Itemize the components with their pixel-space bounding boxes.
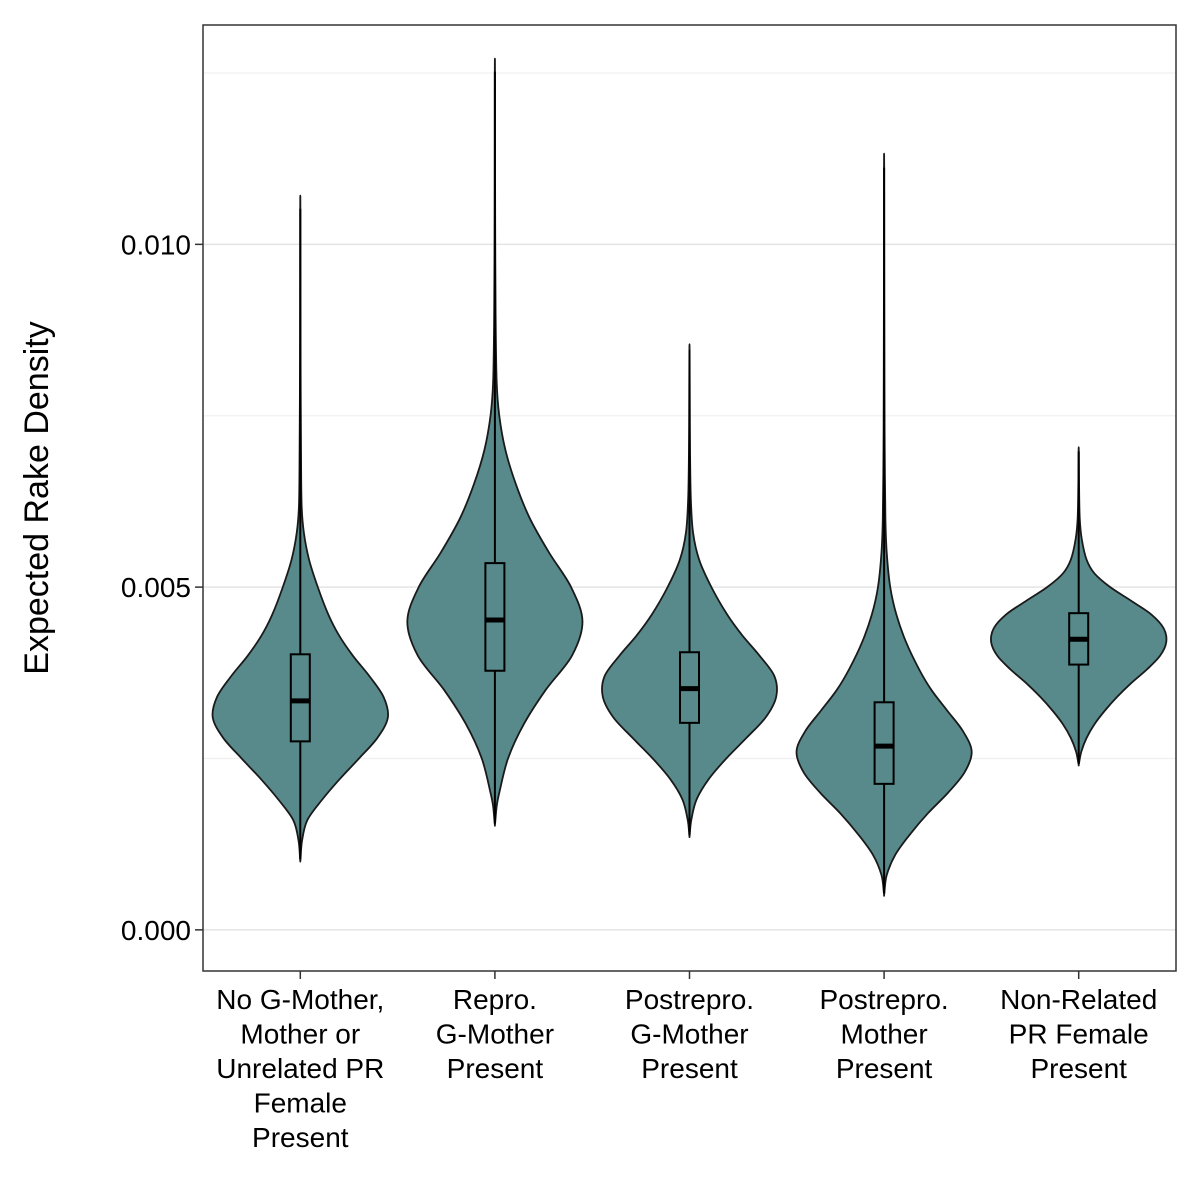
x-category-label: Non-Related PR Female Present: [1000, 984, 1157, 1084]
x-category-label-line: Postrepro.: [625, 984, 754, 1015]
x-category-label-line: G-Mother: [436, 1019, 554, 1050]
x-category-label: Repro. G-Mother Present: [436, 984, 554, 1084]
x-category-label-line: Female: [254, 1088, 347, 1119]
axes: 0.000 0.005 0.010 No G-Mother, Mother or Unre…: [121, 229, 1157, 1153]
violin-group: [795, 152, 973, 897]
x-category-label-line: Unrelated PR: [216, 1053, 384, 1084]
x-category-label-line: PR Female: [1009, 1019, 1149, 1050]
x-category-label-line: No G-Mother,: [216, 984, 384, 1015]
x-category-label: Postrepro. G-Mother Present: [625, 984, 754, 1084]
x-category-label-line: Non-Related: [1000, 984, 1157, 1015]
y-axis-title: Expected Rake Density: [18, 321, 56, 674]
box-iqr: [484, 562, 506, 672]
y-tick-label: 0.000: [121, 915, 191, 946]
x-category-label-line: Postrepro.: [820, 984, 949, 1015]
x-category-label-line: Present: [447, 1053, 544, 1084]
x-category-label-line: Present: [1030, 1053, 1127, 1084]
violin-group: [601, 343, 778, 839]
x-category-label: Postrepro. Mother Present: [820, 984, 949, 1084]
y-tick-label: 0.005: [121, 572, 191, 603]
x-category-label-line: Present: [836, 1053, 933, 1084]
box-iqr: [289, 653, 311, 743]
x-category-label-line: Repro.: [453, 984, 537, 1015]
box-iqr: [873, 701, 895, 785]
violin-group: [406, 57, 584, 827]
violin-group: [211, 194, 390, 863]
x-category-label-line: G-Mother: [630, 1019, 748, 1050]
y-tick-label: 0.010: [121, 229, 191, 260]
x-category-label-line: Present: [641, 1053, 738, 1084]
x-category-label-line: Present: [252, 1122, 349, 1153]
violin-group: [990, 446, 1168, 767]
x-category-label-line: Mother: [841, 1019, 928, 1050]
x-category-label-line: Mother or: [240, 1019, 360, 1050]
x-category-label: No G-Mother, Mother or Unrelated PR Female P…: [216, 984, 384, 1153]
violins: [211, 57, 1168, 897]
